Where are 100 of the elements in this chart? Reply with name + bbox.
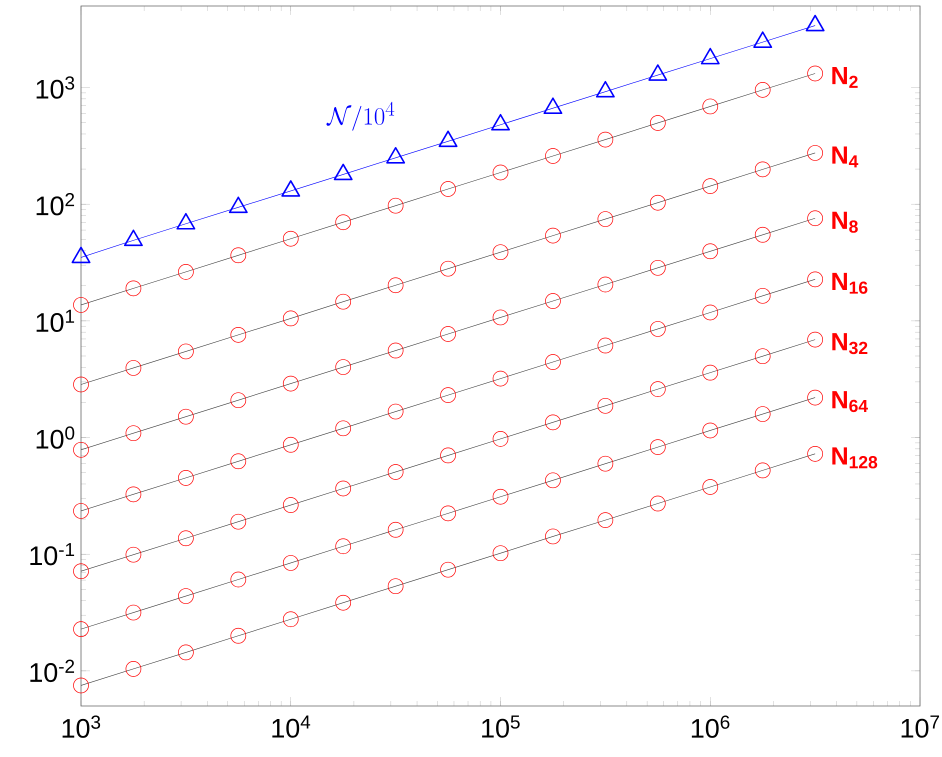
point xyxy=(282,376,299,392)
point xyxy=(335,480,352,496)
y-tick-label: 10$^{-1}$ xyxy=(30,543,74,566)
point xyxy=(73,376,89,392)
point xyxy=(440,260,456,277)
series-label: N$_{32}$ xyxy=(832,333,868,354)
point xyxy=(650,115,666,131)
series-label: N$_{128}$ xyxy=(832,447,878,468)
point xyxy=(335,420,352,436)
point xyxy=(440,387,456,403)
point xyxy=(126,661,142,677)
point xyxy=(126,425,142,442)
point xyxy=(126,280,142,296)
point xyxy=(230,514,246,530)
point xyxy=(388,342,404,358)
point xyxy=(598,512,614,528)
x-tick-label: 10$^{5}$ xyxy=(482,716,520,738)
y-tick-label: 10$^{2}$ xyxy=(36,193,74,216)
point xyxy=(754,406,771,422)
point xyxy=(178,470,194,486)
point xyxy=(754,82,771,98)
point xyxy=(598,456,614,472)
point xyxy=(73,678,89,694)
point xyxy=(702,422,718,438)
point xyxy=(598,398,614,414)
point xyxy=(492,431,508,447)
point xyxy=(178,344,194,360)
point xyxy=(702,304,718,320)
point xyxy=(807,210,823,226)
point xyxy=(388,198,404,214)
point xyxy=(282,230,299,247)
point xyxy=(126,546,142,563)
y-tick-label: 10$^{-2}$ xyxy=(30,660,74,682)
point xyxy=(545,414,561,430)
point xyxy=(335,359,352,375)
point xyxy=(650,321,666,337)
point xyxy=(650,194,666,211)
point xyxy=(230,327,246,343)
x-tick-label: 10$^{6}$ xyxy=(692,716,730,738)
point xyxy=(702,243,718,260)
point xyxy=(388,404,404,420)
series-label: N$_{16}$ xyxy=(832,272,868,294)
series-label: N$_{2}$ xyxy=(832,67,858,88)
point xyxy=(598,211,614,227)
point xyxy=(754,288,771,304)
point xyxy=(388,522,404,538)
point xyxy=(335,594,352,611)
point xyxy=(492,370,508,386)
point xyxy=(73,297,89,313)
point xyxy=(126,486,142,502)
point xyxy=(702,364,718,380)
x-tick-label: 10$^{7}$ xyxy=(902,716,940,738)
point xyxy=(754,348,771,364)
x-tick-label: 10$^{3}$ xyxy=(62,716,100,738)
point xyxy=(230,453,246,470)
point xyxy=(230,247,246,264)
point xyxy=(545,472,561,488)
point xyxy=(545,148,561,164)
point xyxy=(335,294,352,310)
x-tick-label: 10$^{4}$ xyxy=(272,716,310,738)
point xyxy=(807,332,823,348)
point xyxy=(598,338,614,354)
point xyxy=(492,164,508,180)
point xyxy=(545,228,561,244)
point xyxy=(178,644,194,660)
point xyxy=(335,214,352,230)
point xyxy=(282,497,299,513)
point xyxy=(702,98,718,114)
point xyxy=(388,277,404,294)
point xyxy=(388,464,404,480)
series-label: N$_{4}$ xyxy=(832,146,858,168)
point xyxy=(73,503,89,519)
point xyxy=(545,528,561,544)
series-label: N$_{8}$ xyxy=(832,212,858,233)
point xyxy=(230,392,246,408)
point xyxy=(492,310,508,326)
point xyxy=(807,446,823,462)
series-label: N$_{64}$ xyxy=(832,391,868,412)
point xyxy=(702,479,718,495)
point xyxy=(282,436,299,453)
y-tick-label: 10$^{1}$ xyxy=(36,310,74,332)
point xyxy=(440,326,456,342)
point xyxy=(807,271,823,288)
point xyxy=(126,604,142,620)
point xyxy=(73,563,89,580)
point xyxy=(282,611,299,628)
point xyxy=(388,578,404,594)
point xyxy=(178,588,194,604)
point xyxy=(650,260,666,276)
point xyxy=(754,226,771,243)
point xyxy=(807,390,823,406)
series-label: $\mathcal{N}/10^{4}$ xyxy=(326,102,394,131)
point xyxy=(230,628,246,644)
point xyxy=(545,293,561,309)
point xyxy=(807,145,823,161)
point xyxy=(440,448,456,464)
point xyxy=(178,530,194,546)
point xyxy=(598,276,614,292)
point xyxy=(282,310,299,326)
point xyxy=(545,354,561,370)
